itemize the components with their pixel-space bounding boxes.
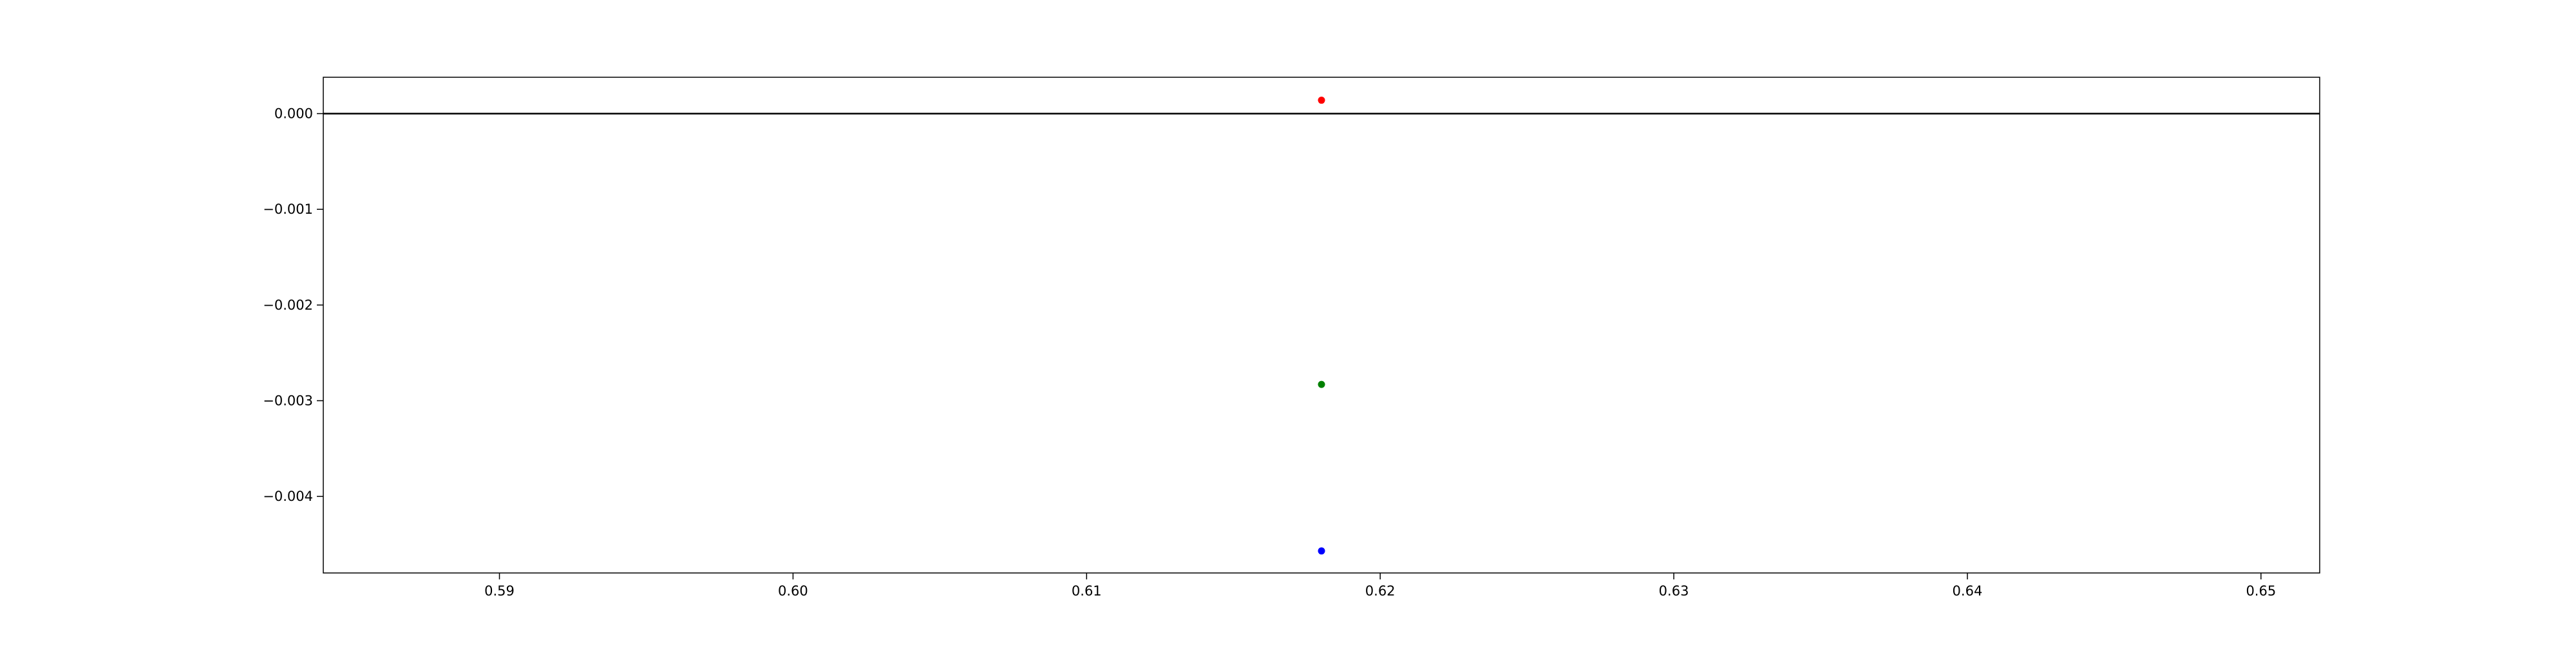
x-tick-label: 0.59	[484, 583, 515, 599]
data-points	[1318, 97, 1325, 555]
y-tick-label: −0.003	[263, 393, 313, 408]
x-tick-label: 0.62	[1365, 583, 1396, 599]
x-tick-label: 0.61	[1072, 583, 1102, 599]
x-tick-label: 0.64	[1953, 583, 1983, 599]
data-point-blue	[1318, 547, 1325, 555]
x-tick-label: 0.63	[1659, 583, 1689, 599]
y-axis-ticks: 0.000 −0.001 −0.002 −0.003 −0.004	[263, 106, 323, 504]
x-tick-label: 0.60	[778, 583, 808, 599]
data-point-red	[1318, 97, 1325, 104]
y-tick-label: −0.001	[263, 202, 313, 217]
y-tick-label: 0.000	[274, 106, 313, 121]
data-point-green	[1318, 380, 1325, 388]
x-axis-ticks: 0.59 0.60 0.61 0.62 0.63 0.64 0.65	[484, 573, 2276, 599]
y-tick-label: −0.002	[263, 297, 313, 313]
y-tick-label: −0.004	[263, 489, 313, 504]
x-tick-label: 0.65	[2246, 583, 2276, 599]
plot-frame	[323, 77, 2320, 574]
